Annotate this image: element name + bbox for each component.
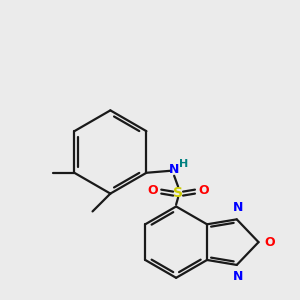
Text: N: N bbox=[232, 201, 243, 214]
Text: O: O bbox=[199, 184, 209, 197]
Text: O: O bbox=[265, 236, 275, 249]
Text: S: S bbox=[173, 186, 183, 200]
Text: N: N bbox=[232, 270, 243, 283]
Text: N: N bbox=[169, 163, 179, 176]
Text: O: O bbox=[147, 184, 158, 197]
Text: H: H bbox=[179, 159, 189, 169]
